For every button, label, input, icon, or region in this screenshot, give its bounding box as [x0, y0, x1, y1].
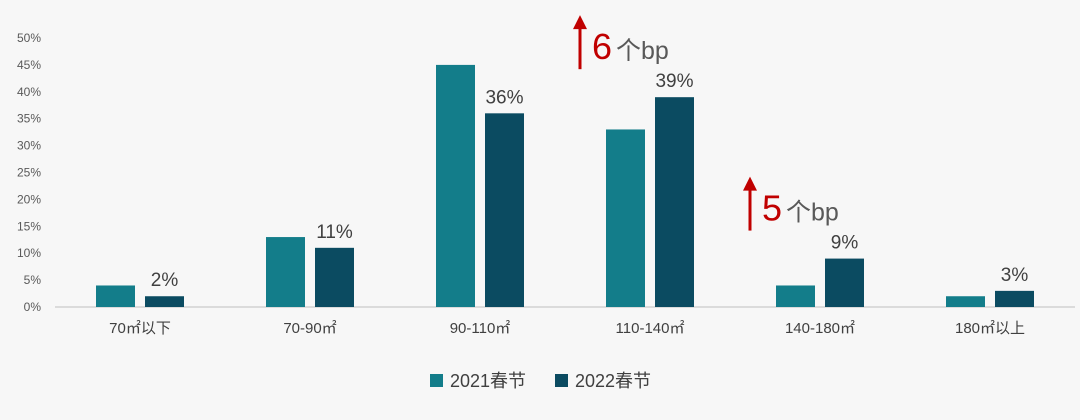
bar-2021	[946, 296, 985, 307]
annotation-number: 6	[592, 26, 612, 67]
data-label: 9%	[831, 233, 859, 254]
x-tick-label: 70㎡以下	[109, 320, 171, 337]
x-tick-label: 90-110㎡	[450, 320, 511, 337]
arrow-up-icon	[743, 176, 757, 191]
legend-label: 2022春节	[575, 371, 651, 391]
bar-2021	[606, 129, 645, 307]
data-label: 2%	[151, 270, 179, 291]
y-tick-label: 20%	[17, 192, 41, 206]
bar-2022	[655, 97, 694, 308]
legend-swatch	[430, 374, 443, 387]
bar-2022	[145, 296, 184, 307]
y-tick-label: 25%	[17, 166, 41, 180]
data-label: 36%	[485, 87, 523, 108]
data-label: 3%	[1001, 265, 1029, 286]
y-tick-label: 30%	[17, 139, 41, 153]
y-tick-label: 0%	[24, 300, 42, 314]
bar-2021	[96, 285, 135, 307]
x-tick-label: 110-140㎡	[616, 320, 685, 337]
y-tick-label: 40%	[17, 85, 41, 99]
y-tick-label: 10%	[17, 246, 41, 260]
annotation-number: 5	[762, 188, 782, 229]
bar-2022	[485, 113, 524, 307]
x-tick-label: 70-90㎡	[283, 320, 336, 337]
data-label: 11%	[316, 222, 353, 243]
x-tick-label: 180㎡以上	[955, 320, 1025, 337]
bar-2021	[436, 64, 475, 308]
legend-label: 2021春节	[450, 371, 526, 391]
bar-2021	[266, 237, 305, 307]
bar-2022	[995, 290, 1034, 307]
y-tick-label: 35%	[17, 112, 41, 126]
arrow-up-icon	[573, 15, 587, 30]
y-tick-label: 5%	[24, 273, 42, 287]
bar-2022	[825, 258, 864, 307]
annotation-suffix: 个bp	[616, 37, 669, 65]
legend-swatch	[555, 374, 568, 387]
bar-2022	[315, 247, 354, 307]
annotation-suffix: 个bp	[786, 199, 839, 227]
y-tick-label: 15%	[17, 219, 41, 233]
x-tick-label: 140-180㎡	[785, 320, 855, 337]
data-label: 39%	[655, 71, 693, 92]
bar-2021	[776, 285, 815, 307]
y-tick-label: 50%	[17, 31, 41, 45]
y-tick-label: 45%	[17, 58, 41, 72]
